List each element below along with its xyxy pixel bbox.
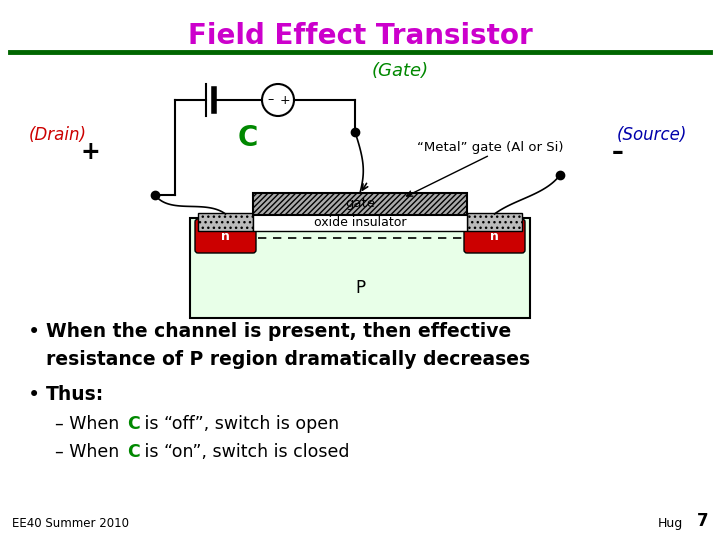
- Text: Hug: Hug: [658, 517, 683, 530]
- Bar: [198, 213, 253, 231]
- Bar: [190, 218, 530, 318]
- FancyBboxPatch shape: [464, 219, 525, 253]
- Text: “Metal” gate (Al or Si): “Metal” gate (Al or Si): [417, 141, 563, 154]
- Text: gate: gate: [345, 198, 375, 211]
- FancyBboxPatch shape: [195, 219, 256, 253]
- Text: oxide insulator: oxide insulator: [314, 215, 406, 228]
- Text: C: C: [127, 443, 140, 461]
- Text: +: +: [80, 140, 100, 164]
- Text: (Source): (Source): [617, 126, 687, 144]
- Text: +: +: [279, 93, 290, 106]
- Text: Thus:: Thus:: [46, 385, 104, 404]
- Text: –: –: [612, 140, 624, 164]
- Text: C: C: [127, 415, 140, 433]
- Text: •: •: [28, 385, 40, 405]
- Text: is “off”, switch is open: is “off”, switch is open: [139, 415, 339, 433]
- Text: P: P: [355, 279, 365, 297]
- Bar: [253, 193, 467, 215]
- Text: Field Effect Transistor: Field Effect Transistor: [188, 22, 532, 50]
- Text: When the channel is present, then effective: When the channel is present, then effect…: [46, 322, 511, 341]
- Text: –: –: [268, 93, 274, 106]
- Text: 7: 7: [696, 512, 708, 530]
- Text: n: n: [490, 230, 499, 242]
- Text: EE40 Summer 2010: EE40 Summer 2010: [12, 517, 129, 530]
- Text: is “on”, switch is closed: is “on”, switch is closed: [139, 443, 349, 461]
- Text: •: •: [28, 322, 40, 342]
- Text: C: C: [238, 124, 258, 152]
- Text: (Gate): (Gate): [372, 62, 428, 80]
- Text: (Drain): (Drain): [29, 126, 87, 144]
- Bar: [253, 213, 467, 231]
- Text: resistance of P region dramatically decreases: resistance of P region dramatically decr…: [46, 350, 530, 369]
- Bar: [467, 213, 522, 231]
- Text: – When: – When: [55, 443, 125, 461]
- Text: – When: – When: [55, 415, 125, 433]
- Text: n: n: [221, 230, 230, 242]
